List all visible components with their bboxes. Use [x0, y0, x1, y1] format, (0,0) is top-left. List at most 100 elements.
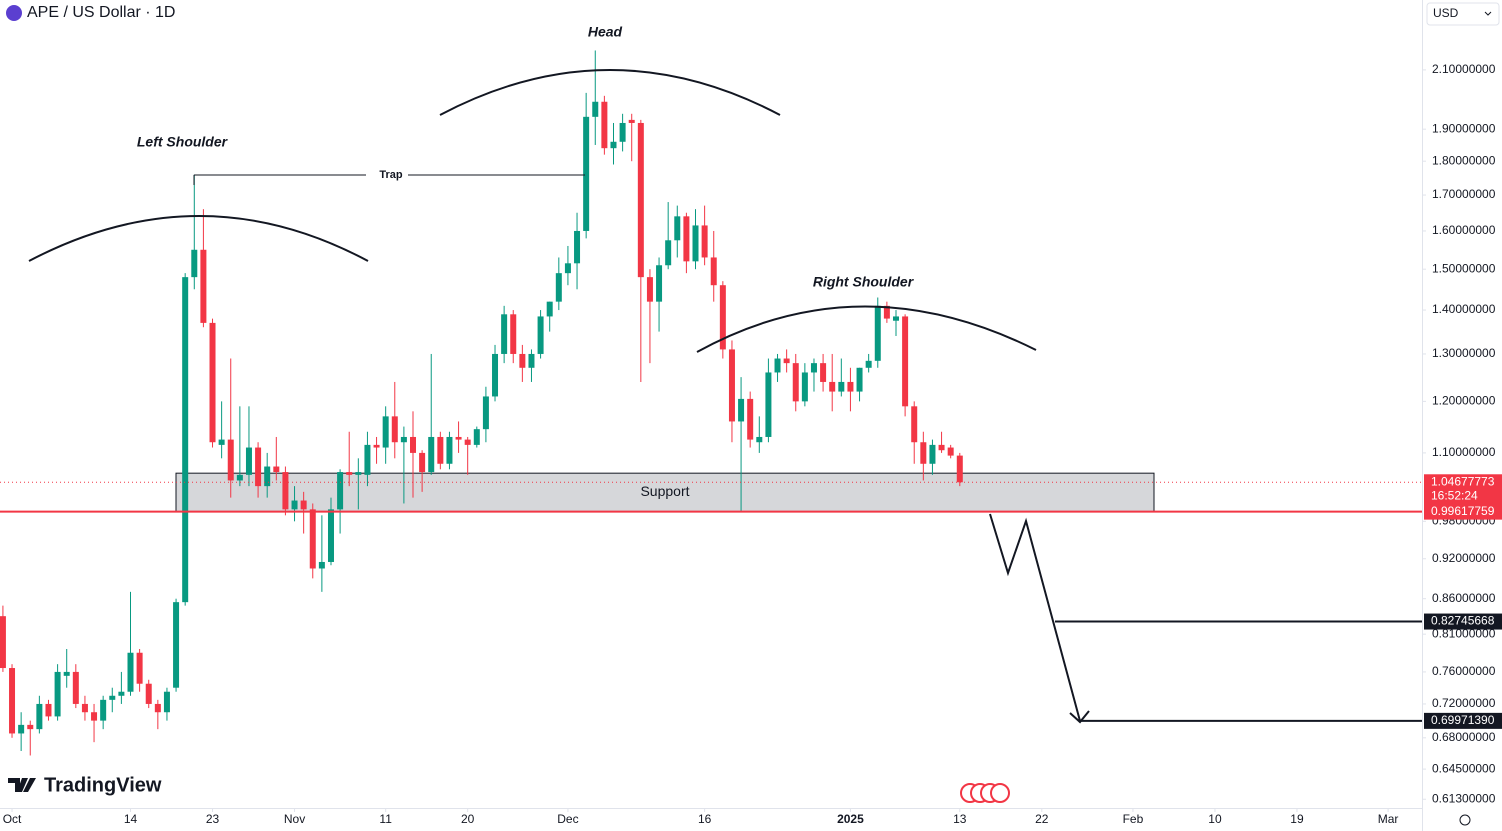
candle-body — [537, 316, 544, 354]
candle-body — [236, 474, 243, 481]
candle-body — [364, 444, 371, 475]
candle-body — [182, 277, 189, 603]
y-tick-label: 1.10000000 — [1432, 445, 1496, 459]
x-tick-label: 20 — [461, 812, 475, 826]
candle-body — [355, 472, 362, 475]
price-line-tag — [1424, 712, 1502, 729]
candle-body — [455, 436, 462, 440]
y-tick-label: 1.80000000 — [1432, 153, 1496, 167]
candle-body — [291, 500, 298, 510]
candle-body — [546, 301, 553, 317]
candle-body — [665, 240, 672, 266]
candle-body — [656, 265, 663, 302]
candle-body — [583, 116, 590, 231]
currency-select[interactable] — [1426, 2, 1500, 26]
candle-body — [610, 141, 617, 149]
candle-body — [601, 101, 608, 149]
candle-body — [564, 263, 571, 274]
candle-body — [109, 695, 116, 700]
right-shoulder-arc — [696, 305, 1037, 353]
candle-body — [437, 436, 444, 464]
candle-body — [555, 273, 562, 302]
x-tick-label: Dec — [557, 812, 578, 826]
overlay — [0, 481, 1422, 722]
candle-body — [337, 472, 344, 510]
candle-body — [528, 353, 535, 368]
candle-body — [637, 122, 644, 278]
countdown-label: 16:52:24 — [1431, 488, 1478, 502]
candle-body — [446, 436, 453, 464]
candle-body — [209, 322, 216, 443]
candle-body — [227, 439, 234, 481]
candle-body — [883, 305, 890, 319]
candle-body — [619, 122, 626, 142]
currency-caret[interactable] — [1484, 11, 1492, 16]
candle-body — [482, 396, 489, 430]
candle-body — [464, 439, 471, 445]
support-label: Support — [640, 483, 689, 499]
candle-body — [683, 216, 690, 262]
projection-path — [989, 513, 1090, 724]
candle-body — [783, 358, 790, 364]
candle-body — [692, 225, 699, 262]
candle-body — [829, 381, 836, 392]
candle-body — [938, 444, 945, 451]
candle-body — [100, 699, 107, 721]
price-line-label: 0.99617759 — [1431, 504, 1495, 518]
x-tick-label: Oct — [3, 812, 22, 826]
y-tick-label: 1.20000000 — [1432, 394, 1496, 408]
candle-body — [674, 216, 681, 241]
candle-body — [163, 691, 170, 713]
candle-body — [273, 466, 280, 473]
x-tick-label: 14 — [124, 812, 138, 826]
event-icons — [960, 783, 1010, 803]
candle-body — [838, 381, 845, 392]
y-tick-label: 1.90000000 — [1432, 121, 1496, 135]
head-arc — [439, 69, 781, 116]
candle-body — [765, 372, 772, 437]
candle-body — [628, 119, 635, 123]
candle-body — [391, 416, 398, 443]
symbol-title: APE / US Dollar · 1D — [27, 4, 175, 21]
price-line-tag — [1424, 503, 1502, 520]
candle-body — [45, 703, 52, 717]
candle-body — [701, 225, 708, 258]
candle-body — [428, 436, 435, 473]
x-tick-label: Nov — [284, 812, 305, 826]
brand-name: TradingView — [44, 774, 162, 796]
candle-body — [892, 316, 899, 321]
price-axis — [1422, 0, 1502, 831]
candle-body — [318, 561, 325, 569]
y-tick-label: 0.72000000 — [1432, 696, 1496, 710]
candle-body — [592, 101, 599, 117]
candle-body — [245, 447, 252, 475]
x-tick-label: 19 — [1290, 812, 1304, 826]
currency-label[interactable]: USD — [1433, 6, 1459, 20]
candle-body — [63, 671, 70, 676]
candle-body — [956, 455, 963, 483]
candle-body — [756, 436, 763, 443]
event-icon — [990, 783, 1010, 803]
x-tick-label: 10 — [1208, 812, 1222, 826]
price-line-tag — [1424, 613, 1502, 630]
y-tick-label: 0.68000000 — [1432, 730, 1496, 744]
candle-body — [191, 249, 198, 278]
candle-body — [127, 652, 134, 692]
candle-body — [145, 683, 152, 704]
candle-body — [0, 616, 6, 669]
y-tick-label: 1.30000000 — [1432, 346, 1496, 360]
candle-body — [856, 367, 863, 392]
candle-body — [300, 500, 307, 510]
axes: 2.10000000 1.90000000 1.80000000 1.70000000… — [3, 62, 1502, 826]
candle-body — [264, 466, 271, 487]
settings-icon[interactable] — [1459, 814, 1471, 826]
candle-body — [72, 671, 79, 704]
y-tick-label: 0.92000000 — [1432, 551, 1496, 565]
candle-body — [728, 349, 735, 422]
candle-body — [136, 652, 143, 684]
y-tick-label: 2.10000000 — [1432, 62, 1496, 76]
candle-body — [820, 363, 827, 382]
x-tick-label: 16 — [698, 812, 712, 826]
candle-body — [309, 509, 316, 569]
